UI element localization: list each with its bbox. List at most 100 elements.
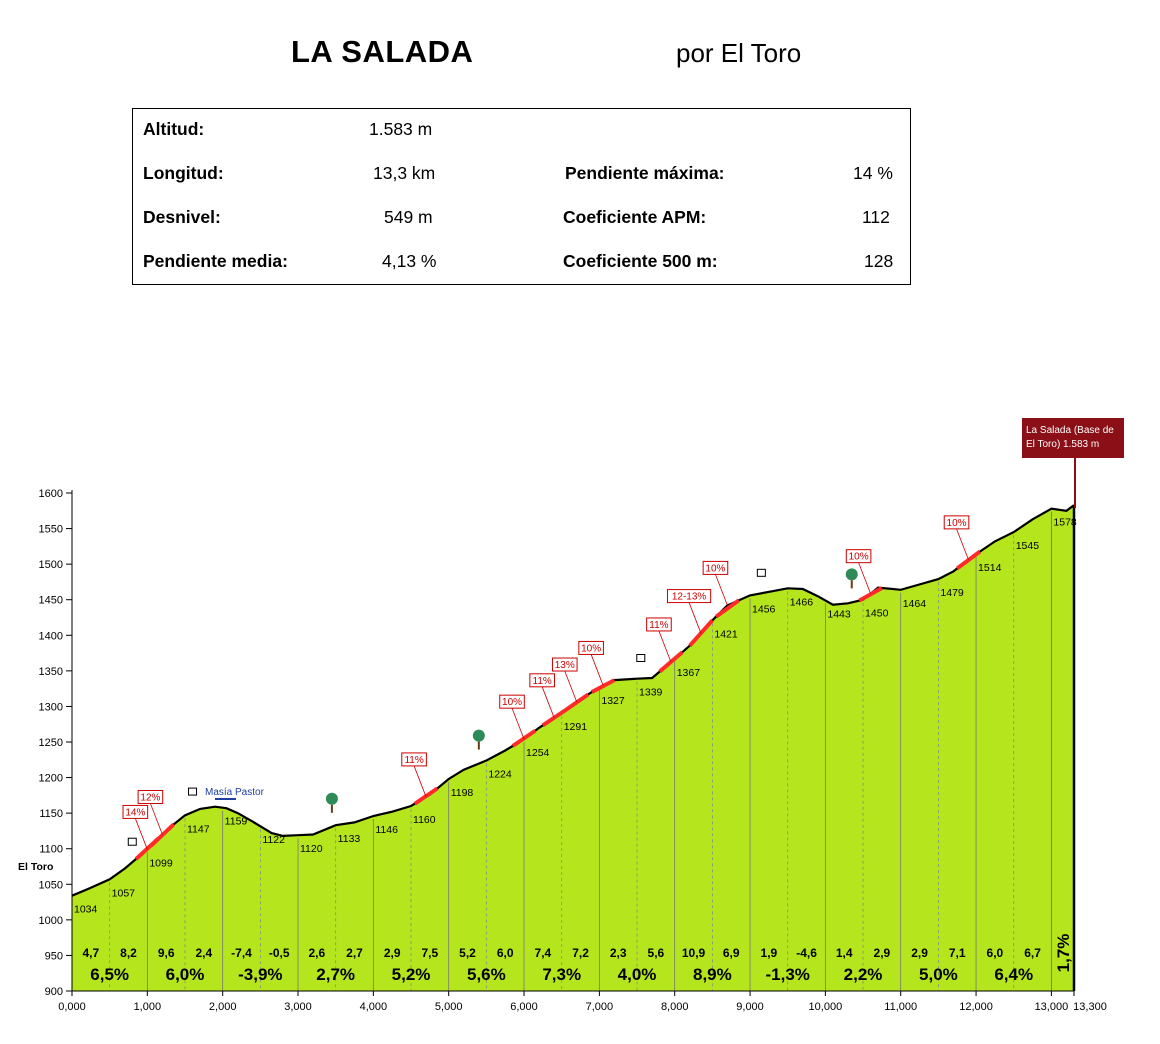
elevation-label: 1339 <box>639 687 663 699</box>
y-tick-label: 1350 <box>39 666 63 678</box>
pendiente-media-label: Pendiente media: <box>143 251 288 271</box>
steep-label: 10% <box>581 643 601 654</box>
coef-500-value: 128 <box>864 251 894 271</box>
y-tick-label: 1300 <box>39 701 63 713</box>
elevation-label: 1578 <box>1053 517 1077 529</box>
steep-label: 12% <box>140 792 160 803</box>
steep-label: 11% <box>649 620 668 631</box>
y-tick-label: 1100 <box>39 844 63 856</box>
steep-label: 11% <box>404 755 423 766</box>
elevation-label: 1147 <box>187 823 210 835</box>
elevation-label: 1466 <box>790 596 814 608</box>
km-grade: 5,2% <box>392 965 431 984</box>
elevation-label: 1133 <box>338 833 361 845</box>
elevation-label: 1291 <box>564 721 588 733</box>
house-icon <box>127 837 137 846</box>
steep-section-mark <box>149 822 176 848</box>
segment-grade: 6,9 <box>723 946 740 960</box>
steep-label-box <box>666 589 712 604</box>
steep-label-leader <box>511 708 525 740</box>
y-tick-label: 950 <box>45 950 63 962</box>
segment-grade: 7,1 <box>949 946 966 960</box>
segment-grade: 6,7 <box>1024 946 1041 960</box>
steep-label: 10% <box>705 563 725 574</box>
elevation-label: 1479 <box>940 587 964 599</box>
elevation-label: 1443 <box>827 608 851 620</box>
segment-grade: -7,4 <box>231 946 252 960</box>
y-tick-label: 1150 <box>39 808 63 820</box>
tree-icon <box>845 568 858 581</box>
segment-grade: 4,7 <box>82 946 99 960</box>
steep-label: 10% <box>502 697 522 708</box>
segment-grade: 2,3 <box>610 946 627 960</box>
x-tick-label: 9,000 <box>736 1001 764 1013</box>
steep-label-leader <box>413 765 427 798</box>
steep-label-leader <box>541 686 555 718</box>
y-tick-label: 1600 <box>39 488 63 500</box>
segment-grade: 5,6 <box>648 946 665 960</box>
house-icon <box>188 787 198 796</box>
km-grade: -3,9% <box>238 965 282 984</box>
y-tick-label: 1500 <box>39 559 63 571</box>
segment-grade: 7,2 <box>572 946 589 960</box>
pendiente-maxima-value: 14 % <box>853 163 893 183</box>
segment-grade: 7,4 <box>535 946 552 960</box>
km-grade: 4,0% <box>618 965 657 984</box>
steep-label: 11% <box>533 676 552 687</box>
x-tick-label: 13,300 <box>1073 1001 1107 1013</box>
steep-label-leader <box>564 670 578 703</box>
steep-label-leader <box>658 630 672 663</box>
y-tick-label: 1450 <box>39 595 63 607</box>
segment-grade: 10,9 <box>682 946 706 960</box>
segment-grade: 1,9 <box>761 946 778 960</box>
km-grade: 2,2% <box>844 965 883 984</box>
x-tick-label: 11,000 <box>884 1001 917 1013</box>
y-tick-label: 1200 <box>39 773 63 785</box>
elevation-label: 1099 <box>149 857 173 869</box>
coef-500-label: Coeficiente 500 m: <box>563 251 718 271</box>
elevation-label: 1146 <box>375 824 398 836</box>
steep-label-box <box>401 752 427 767</box>
segment-grade: 6,0 <box>497 946 514 960</box>
tree-icon <box>472 729 485 742</box>
steep-label-leader <box>956 528 969 561</box>
page-subtitle: por El Toro <box>676 38 802 68</box>
last-segment-grade: 1,7% <box>1054 934 1073 973</box>
km-grade: 5,6% <box>467 965 506 984</box>
y-tick-label: 900 <box>45 986 63 998</box>
pendiente-media-value: 4,13 % <box>382 251 437 271</box>
steep-section-mark <box>956 550 982 571</box>
x-tick-label: 5,000 <box>435 1001 463 1013</box>
elevation-label: 1450 <box>865 608 889 620</box>
segment-grade: 2,9 <box>911 946 928 960</box>
longitud-value: 13,3 km <box>373 163 436 183</box>
desnivel-value: 549 m <box>384 207 433 227</box>
segment-grade: -0,5 <box>269 946 290 960</box>
steep-label: 12-13% <box>672 592 707 603</box>
altitud-value: 1.583 m <box>369 119 433 139</box>
elevation-label: 1254 <box>526 747 550 759</box>
x-tick-label: 1,000 <box>134 1001 162 1013</box>
altitud-label: Altitud: <box>143 119 205 139</box>
segment-grade: 2,9 <box>384 946 401 960</box>
x-tick-label: 4,000 <box>360 1001 388 1013</box>
desnivel-label: Desnivel: <box>143 207 221 227</box>
km-grade: 7,3% <box>542 965 581 984</box>
elevation-label: 1464 <box>903 598 927 610</box>
elevation-label: 1456 <box>752 603 776 615</box>
steep-label-box <box>499 694 525 709</box>
steep-label-leader <box>590 654 604 686</box>
steep-label-box <box>845 549 872 564</box>
segment-grade: 2,6 <box>309 946 326 960</box>
place-label: Masía Pastor <box>205 787 265 798</box>
longitud-label: Longitud: <box>143 163 224 183</box>
tree-icon <box>325 792 338 805</box>
x-tick-label: 0,000 <box>58 1001 86 1013</box>
elevation-label: 1327 <box>601 695 625 707</box>
y-tick-label: 1550 <box>39 524 63 536</box>
segment-grade: 2,7 <box>346 946 363 960</box>
elevation-label: 1034 <box>74 904 98 916</box>
steep-label-leader <box>134 818 148 850</box>
km-grade: 6,4% <box>994 965 1033 984</box>
